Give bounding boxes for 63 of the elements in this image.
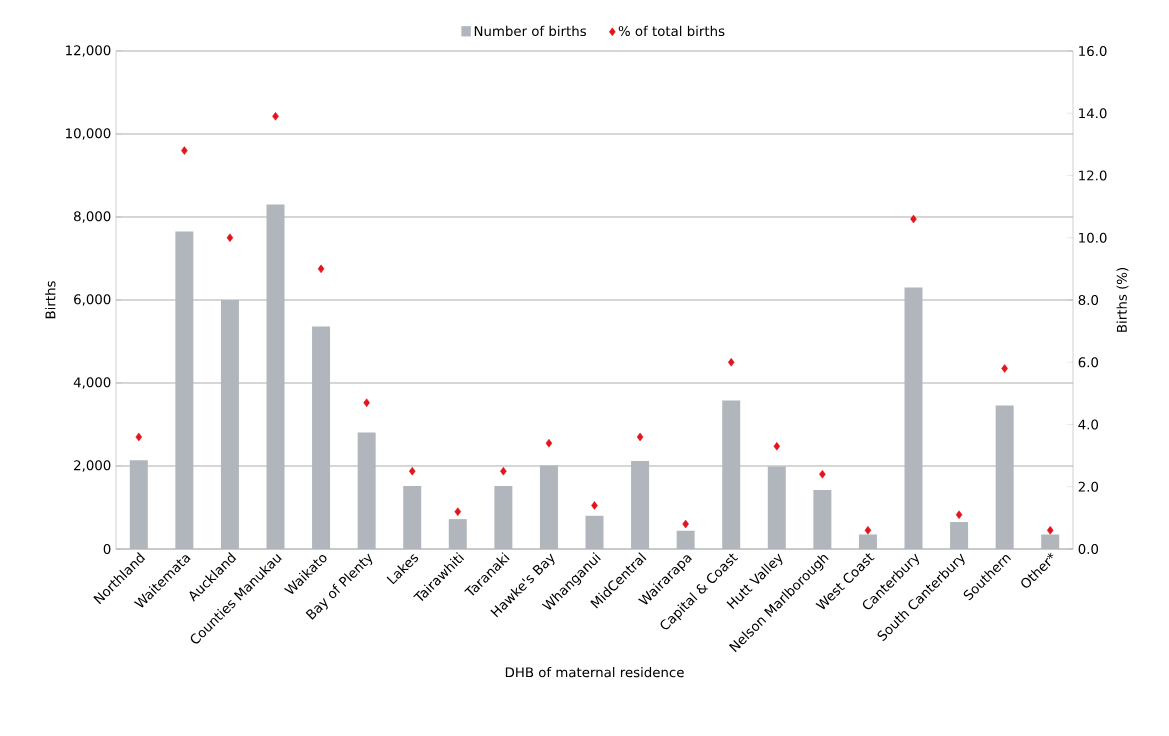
- x-axis-title: DHB of maternal residence: [505, 666, 684, 678]
- bar: [631, 461, 650, 549]
- bar: [904, 287, 923, 549]
- y-tick-label: 0: [103, 543, 111, 555]
- point: [1046, 526, 1054, 535]
- point: [181, 146, 188, 155]
- point: [773, 442, 781, 451]
- point: [454, 507, 462, 516]
- y2-tick-label: 10.0: [1079, 232, 1107, 243]
- bar: [767, 466, 786, 549]
- point: [591, 501, 598, 510]
- y2-tick-label: 12.0: [1079, 170, 1107, 181]
- point: [545, 438, 553, 448]
- bar: [312, 326, 331, 549]
- legend-label: % of total births: [618, 25, 725, 37]
- bar: [813, 490, 832, 549]
- point: [363, 398, 370, 407]
- point: [910, 214, 917, 224]
- point: [819, 470, 826, 479]
- bar: [676, 530, 695, 549]
- bar: [858, 534, 877, 549]
- y2-tick-label: 16.0: [1079, 45, 1107, 57]
- y-tick-label: 12,000: [66, 45, 111, 57]
- y-tick-label: 10,000: [66, 128, 111, 140]
- bar: [448, 519, 467, 549]
- bar: [722, 400, 741, 549]
- y2-tick-label: 4.0: [1078, 419, 1099, 430]
- bar: [220, 300, 239, 549]
- y-tick-label: 4,000: [73, 377, 111, 389]
- point: [955, 510, 963, 520]
- bar: [995, 405, 1014, 549]
- point: [682, 519, 689, 529]
- bar: [266, 204, 285, 549]
- bar: [1041, 534, 1060, 549]
- y2-tick-label: 6.0: [1078, 357, 1099, 368]
- legend-label: Number of births: [474, 25, 587, 37]
- bar: [403, 485, 422, 549]
- bar: [539, 465, 558, 549]
- y2-tick-label: 8.0: [1078, 294, 1099, 306]
- point: [135, 432, 143, 442]
- point: [1001, 364, 1008, 373]
- bar: [175, 231, 194, 549]
- y-tick-label: 8,000: [74, 211, 111, 223]
- point: [500, 466, 507, 476]
- y2-axis-title: Births (%): [1116, 268, 1129, 332]
- point: [272, 112, 279, 121]
- point: [636, 432, 644, 442]
- y2-tick-label: 0.0: [1078, 543, 1099, 555]
- point: [408, 466, 416, 476]
- y-axis-title: Births: [45, 281, 56, 319]
- point: [226, 233, 234, 243]
- point: [317, 264, 325, 274]
- point: [727, 357, 735, 367]
- bar: [950, 522, 969, 549]
- y2-tick-label: 2.0: [1078, 481, 1099, 492]
- point: [864, 526, 872, 535]
- y-tick-label: 2,000: [74, 460, 111, 472]
- bar: [129, 460, 148, 549]
- y-tick-label: 6,000: [74, 294, 111, 306]
- bar: [494, 485, 513, 549]
- bar: [585, 515, 604, 549]
- y2-tick-label: 14.0: [1079, 108, 1107, 119]
- bar: [357, 432, 376, 549]
